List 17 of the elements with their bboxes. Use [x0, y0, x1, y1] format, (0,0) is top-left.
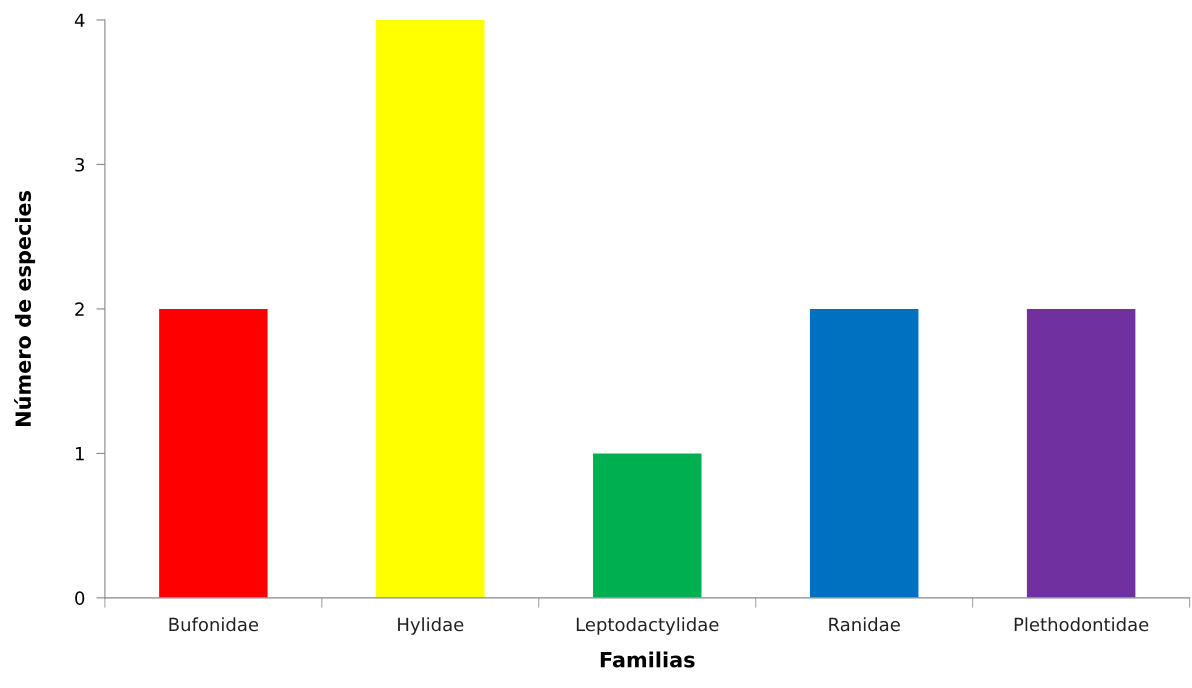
- bar: [593, 453, 702, 598]
- bar: [376, 19, 485, 598]
- x-tick-label: Bufonidae: [169, 617, 259, 632]
- x-tick-label: Leptodactylidae: [576, 617, 719, 635]
- y-axis-title: Número de especies: [14, 190, 36, 426]
- x-tick-label: Hylidae: [398, 617, 464, 635]
- x-tick-label: Ranidae: [829, 617, 900, 632]
- y-tick-label: 2: [75, 302, 84, 316]
- y-tick-label: 3: [75, 157, 84, 172]
- bar: [159, 308, 268, 598]
- bar: [1026, 308, 1136, 598]
- y-tick-label: 1: [75, 447, 84, 461]
- x-axis-title: Familias: [600, 651, 695, 668]
- y-tick-label: 0: [75, 591, 85, 605]
- y-tick-label: 4: [74, 13, 85, 27]
- bar: [809, 308, 919, 598]
- x-tick-label: Plethodontidae: [1014, 617, 1149, 632]
